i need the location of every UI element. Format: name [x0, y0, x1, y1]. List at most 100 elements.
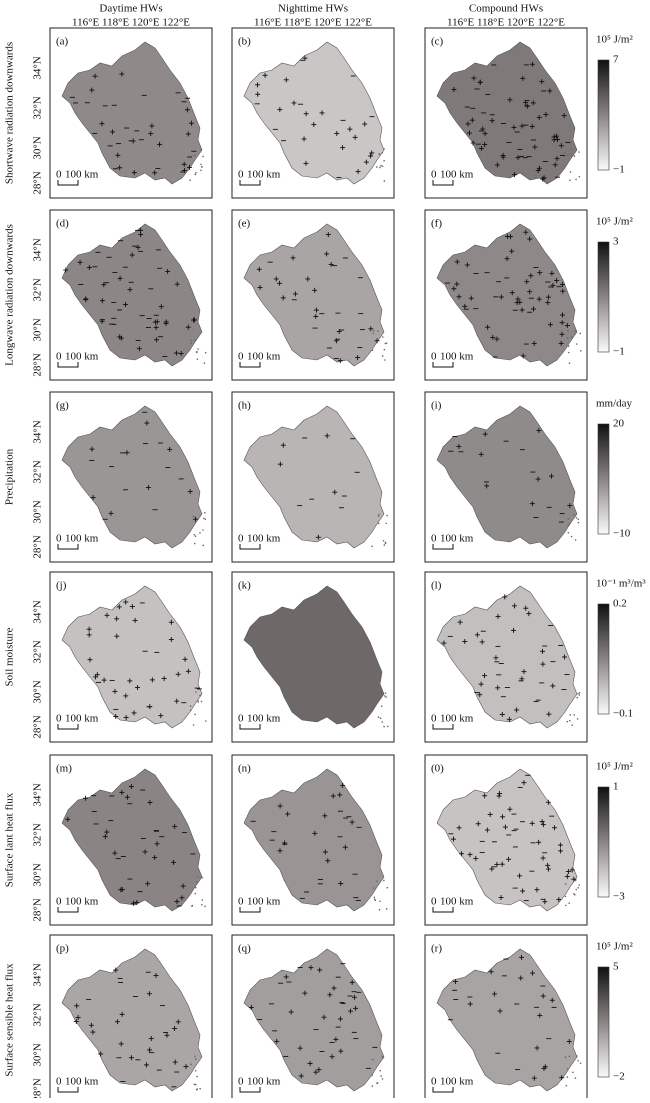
island	[383, 159, 385, 162]
island	[204, 351, 207, 354]
island	[566, 154, 569, 157]
lat-label: 28°N	[32, 353, 44, 376]
scale-distance: 100 km	[440, 896, 474, 908]
region-map	[436, 585, 578, 729]
lat-label: 34°N	[32, 420, 44, 443]
island	[577, 692, 579, 695]
island	[578, 884, 580, 886]
region-map	[61, 41, 203, 185]
lat-label: 28°N	[32, 898, 44, 921]
island	[193, 533, 196, 536]
island	[567, 524, 570, 527]
region-map	[61, 405, 203, 549]
island	[197, 701, 200, 703]
island	[564, 1056, 567, 1058]
island	[205, 720, 207, 722]
scale-bar	[432, 724, 454, 730]
island	[201, 899, 204, 901]
scale-zero: 0	[56, 533, 62, 545]
island	[371, 1085, 374, 1087]
scale-zero: 0	[238, 713, 244, 725]
island	[576, 1055, 578, 1057]
island	[194, 713, 196, 716]
island	[200, 149, 202, 151]
island	[385, 522, 388, 525]
island	[567, 345, 570, 347]
map-panel: (h) 0 100 km	[231, 391, 395, 563]
island	[196, 358, 199, 360]
island	[575, 888, 578, 891]
scale-zero: 0	[431, 351, 437, 363]
island	[371, 1074, 374, 1076]
colorbar-unit: mm/day	[596, 398, 633, 410]
island	[574, 539, 577, 541]
island	[204, 518, 207, 521]
lat-label: 30°N	[32, 680, 44, 703]
island	[194, 535, 197, 538]
island	[566, 337, 569, 339]
panel-letter: (c)	[431, 36, 444, 48]
island	[383, 348, 386, 351]
lat-label: 34°N	[32, 600, 44, 623]
panel-letter: (a)	[56, 36, 69, 48]
lon-labels: 116°E 118°E 120°E 122°E	[254, 17, 372, 29]
scale-bar	[432, 180, 454, 186]
island	[380, 705, 383, 707]
lat-label: 28°N	[32, 535, 44, 558]
scale-zero: 0	[56, 351, 62, 363]
island	[199, 1087, 201, 1090]
island	[564, 904, 567, 907]
island	[383, 148, 385, 150]
island	[570, 535, 573, 538]
map-panel: (r) 0 100 km	[424, 934, 588, 1103]
island	[376, 880, 378, 883]
island	[203, 362, 206, 364]
island	[377, 522, 380, 525]
island	[197, 699, 199, 702]
island	[380, 1075, 382, 1077]
island	[191, 905, 193, 907]
scale-zero: 0	[56, 896, 62, 908]
map-panel: (k) 0 100 km	[231, 571, 395, 743]
island	[201, 876, 204, 879]
scale-bar	[432, 544, 454, 550]
island	[200, 700, 203, 703]
scale-distance: 100 km	[247, 533, 281, 545]
scale-bar	[432, 362, 454, 368]
island	[576, 718, 579, 720]
island	[378, 908, 381, 911]
region-map	[243, 948, 385, 1092]
panel-letter: (r)	[431, 943, 442, 955]
island	[196, 1075, 198, 1078]
island	[571, 724, 574, 726]
island	[383, 544, 386, 546]
lat-label: 32°N	[32, 460, 44, 483]
scale-distance: 100 km	[65, 533, 99, 545]
colorbar-max: 3	[613, 236, 619, 248]
island	[199, 532, 201, 534]
island	[372, 330, 375, 332]
lat-label: 32°N	[32, 823, 44, 846]
scale-distance: 100 km	[247, 351, 281, 363]
colorbar-max: 0.2	[613, 598, 627, 610]
island	[578, 151, 580, 153]
island	[386, 725, 389, 728]
colorbar-max: 7	[613, 54, 619, 66]
scale-bar	[239, 180, 261, 186]
island	[579, 350, 582, 352]
island	[381, 165, 384, 168]
scale-bar	[432, 907, 454, 913]
colorbar-unit: 10⁵ J/m²	[596, 216, 633, 228]
island	[578, 175, 581, 178]
island	[573, 155, 576, 157]
lat-label: 28°N	[32, 1078, 44, 1098]
scale-distance: 100 km	[65, 169, 99, 181]
panel-letter: (h)	[238, 400, 251, 412]
island	[202, 529, 204, 531]
colorbar-min: −0.1	[613, 708, 633, 720]
colorbar	[597, 966, 610, 1078]
island	[382, 539, 385, 542]
island	[193, 154, 196, 157]
column-title: Daytime HWs	[99, 3, 162, 15]
island	[568, 902, 570, 904]
